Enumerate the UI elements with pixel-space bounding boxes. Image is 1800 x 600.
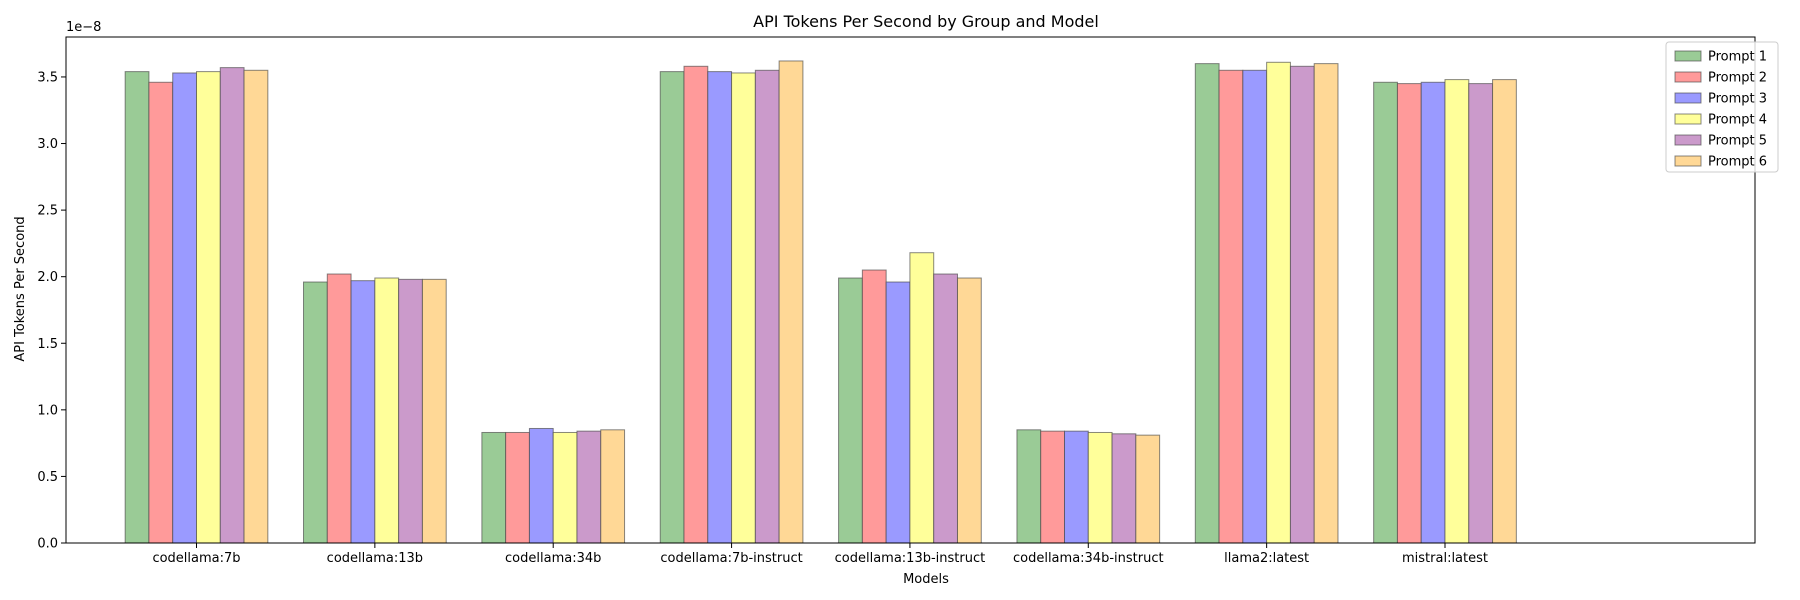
bar-4-5 xyxy=(909,252,935,544)
y-tick-label: 1.0 xyxy=(37,403,58,418)
y-axis-offset-label: 1e−8 xyxy=(66,20,101,35)
bar-1-2 xyxy=(303,281,328,544)
bar-1-1 xyxy=(124,71,150,544)
y-tick-label: 0.5 xyxy=(37,470,58,485)
bar-5-3 xyxy=(576,430,602,544)
legend-label-6: Prompt 6 xyxy=(1708,155,1767,170)
bar-5-4 xyxy=(754,69,780,544)
x-tick-label: mistral:latest xyxy=(1402,551,1488,566)
bar-5-7 xyxy=(1289,65,1315,544)
bar-4-1 xyxy=(196,71,221,544)
bar-1-6 xyxy=(1016,429,1042,544)
bar-3-4 xyxy=(707,71,733,544)
bar-2-4 xyxy=(683,65,709,544)
bar-4-8 xyxy=(1444,79,1470,544)
bar-4-6 xyxy=(1087,431,1113,544)
bar-3-3 xyxy=(528,427,554,544)
bar-5-5 xyxy=(933,273,958,544)
y-axis: 0.0 0.5 1.0 1.5 2.0 2.5 3.0 3.5 xyxy=(37,70,66,552)
x-tick-label: llama2:latest xyxy=(1224,551,1309,566)
plot-frame xyxy=(65,36,1756,544)
x-axis-title: Models xyxy=(903,572,949,587)
bar-2-8 xyxy=(1396,83,1422,544)
bar-5-8 xyxy=(1468,83,1494,544)
x-tick-label: codellama:13b xyxy=(327,551,423,566)
x-tick-label: codellama:13b-instruct xyxy=(835,551,986,566)
bar-6-6 xyxy=(1135,434,1161,544)
bar-6-7 xyxy=(1313,63,1339,544)
bar-2-6 xyxy=(1040,430,1066,544)
legend-swatch-4 xyxy=(1674,113,1702,125)
bar-3-2 xyxy=(350,280,376,544)
bar-4-7 xyxy=(1266,61,1291,544)
bar-3-1 xyxy=(172,72,198,544)
bar-5-6 xyxy=(1111,433,1137,544)
legend-label-1: Prompt 1 xyxy=(1708,50,1767,65)
legend-swatch-2 xyxy=(1674,71,1702,83)
legend-swatch-1 xyxy=(1674,50,1702,62)
bar-3-7 xyxy=(1242,69,1268,544)
bar-6-8 xyxy=(1492,79,1517,544)
y-tick-label: 2.0 xyxy=(37,270,58,285)
bar-1-5 xyxy=(838,277,863,544)
legend-swatch-6 xyxy=(1674,155,1702,167)
x-tick-label: codellama:34b-instruct xyxy=(1013,551,1164,566)
legend: Prompt 1 Prompt 2 Prompt 3 Prompt 4 Prompt 5… xyxy=(1665,41,1779,173)
bar-6-1 xyxy=(243,69,269,544)
x-tick-label: codellama:7b-instruct xyxy=(660,551,802,566)
bar-6-2 xyxy=(421,278,447,544)
bar-2-2 xyxy=(326,273,352,544)
bar-5-1 xyxy=(219,67,245,544)
y-tick-label: 3.5 xyxy=(37,70,58,85)
bars-group xyxy=(124,60,1517,544)
bar-1-8 xyxy=(1373,81,1398,544)
legend-label-3: Prompt 3 xyxy=(1708,92,1767,107)
legend-label-4: Prompt 4 xyxy=(1708,113,1767,128)
bar-3-5 xyxy=(885,281,911,544)
bar-4-2 xyxy=(374,277,400,544)
chart-title: API Tokens Per Second by Group and Model xyxy=(753,12,1099,31)
bar-2-1 xyxy=(148,81,174,544)
y-tick-label: 3.0 xyxy=(37,137,58,152)
y-tick-label: 0.0 xyxy=(37,537,58,552)
bar-3-8 xyxy=(1420,81,1446,544)
bar-2-7 xyxy=(1218,69,1244,544)
bar-3-6 xyxy=(1064,430,1089,544)
x-axis: codellama:7b codellama:13b codellama:34b co… xyxy=(152,543,1488,566)
bar-6-5 xyxy=(956,277,982,544)
y-tick-label: 2.5 xyxy=(37,204,58,219)
y-axis-title: API Tokens Per Second xyxy=(13,216,28,361)
bar-1-4 xyxy=(659,71,685,544)
legend-label-5: Prompt 5 xyxy=(1708,134,1767,149)
x-tick-label: codellama:7b xyxy=(152,551,240,566)
legend-swatch-5 xyxy=(1674,134,1702,146)
y-tick-label: 1.5 xyxy=(37,337,58,352)
x-tick-label: codellama:34b xyxy=(505,551,601,566)
bar-1-7 xyxy=(1194,63,1220,544)
bar-1-3 xyxy=(481,431,507,544)
bar-2-3 xyxy=(505,431,530,544)
legend-swatch-3 xyxy=(1674,92,1702,104)
bar-4-3 xyxy=(552,431,578,544)
bar-5-2 xyxy=(398,278,423,544)
bar-6-4 xyxy=(778,60,804,544)
legend-label-2: Prompt 2 xyxy=(1708,71,1767,86)
bar-6-3 xyxy=(600,429,626,544)
bar-2-5 xyxy=(861,269,887,544)
bar-4-4 xyxy=(731,72,756,544)
